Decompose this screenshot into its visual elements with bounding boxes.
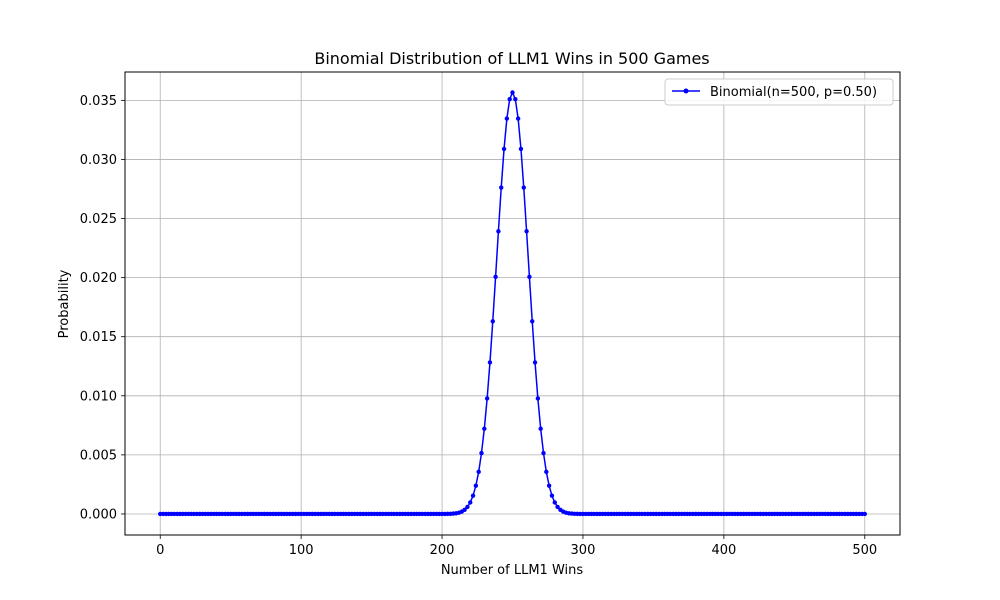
data-point [462,507,467,513]
data-point [493,274,498,280]
data-point [513,96,518,102]
data-point [862,511,867,517]
data-point [479,450,484,456]
data-point [549,493,555,498]
data-point [524,229,529,234]
data-point [507,96,512,102]
data-point [546,483,552,488]
x-axis-label: Number of LLM1 Wins [441,563,584,578]
data-point [473,483,479,488]
data-point [501,146,507,152]
data-point [504,116,510,121]
chart-title: Binomial Distribution of LLM1 Wins in 50… [314,49,709,68]
data-point [468,500,473,505]
data-point [484,396,490,401]
x-tick-label: 400 [711,543,736,558]
data-point [532,360,538,365]
data-point [541,450,546,456]
data-point [499,185,504,190]
x-tick-label: 0 [156,543,164,558]
data-point [518,146,524,152]
data-point [490,319,495,324]
data-point [482,426,487,431]
y-tick-label: 0.020 [80,271,117,286]
legend-series-label: Binomial(n=500, p=0.50) [710,85,877,100]
legend: Binomial(n=500, p=0.50) [664,78,894,106]
y-tick-label: 0.025 [80,212,117,227]
y-tick-label: 0.015 [80,330,117,345]
data-point [530,319,535,324]
grid [125,72,900,535]
x-axis: 0 100 200 300 400 500 [156,535,877,558]
data-point [515,116,521,121]
plot-frame [124,71,901,536]
series-layer [158,90,867,517]
x-tick-label: 300 [571,543,596,558]
y-tick-label: 0.010 [80,389,117,404]
y-tick-label: 0.030 [80,153,117,168]
x-tick-label: 500 [852,543,877,558]
x-tick-label: 100 [289,543,314,558]
data-point [476,469,481,475]
data-point [552,500,557,505]
y-axis-label: Probability [57,269,72,338]
data-point [470,493,476,498]
data-point [487,360,493,365]
data-point [535,396,541,401]
data-point [555,504,560,510]
y-tick-label: 0.005 [80,448,117,463]
y-tick-label: 0.035 [80,94,117,109]
data-point [496,229,501,234]
data-point [527,274,532,280]
legend-box [664,78,894,106]
data-point [465,504,470,510]
data-point [510,90,515,95]
y-axis: 0.000 0.005 0.010 0.015 0.020 0.025 0.030 0.035 [80,94,125,522]
legend-marker-swatch [683,88,689,94]
data-point [538,426,543,431]
x-tick-label: 200 [430,543,455,558]
data-point [544,469,549,475]
y-tick-label: 0.000 [80,507,117,522]
data-point [521,185,526,190]
